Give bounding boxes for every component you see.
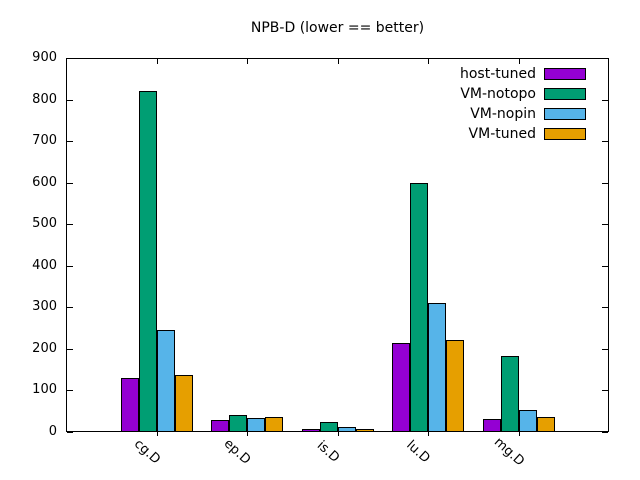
y-tick-label: 500 bbox=[32, 216, 57, 232]
y-tick-mark-left bbox=[67, 224, 73, 226]
y-tick-mark-left bbox=[67, 265, 73, 267]
bar-lu.D-host-tuned bbox=[392, 343, 410, 432]
y-tick-label: 100 bbox=[32, 382, 57, 398]
x-tick-label: mg.D bbox=[490, 434, 527, 470]
bar-ep.D-VM-notopo bbox=[229, 415, 247, 432]
y-tick-mark-left bbox=[67, 58, 73, 59]
y-tick-mark-right bbox=[602, 99, 608, 101]
y-tick-mark-left bbox=[67, 141, 73, 143]
legend-swatch-VM-nopin bbox=[544, 108, 586, 120]
bar-cg.D-VM-notopo bbox=[138, 91, 157, 432]
x-tick-mark-top bbox=[428, 59, 429, 64]
legend-label: VM-tuned bbox=[468, 126, 536, 142]
x-tick-mark-bottom bbox=[337, 432, 339, 436]
y-tick-label: 800 bbox=[32, 91, 57, 107]
y-tick-label: 200 bbox=[32, 340, 57, 356]
y-tick-mark-right bbox=[602, 224, 608, 226]
chart-title: NPB-D (lower == better) bbox=[250, 20, 425, 36]
bar-cg.D-host-tuned bbox=[120, 378, 139, 432]
bar-is.D-host-tuned bbox=[301, 429, 320, 432]
bar-is.D-VM-nopin bbox=[337, 427, 356, 432]
y-tick-label: 0 bbox=[48, 424, 57, 439]
bar-ep.D-host-tuned bbox=[211, 420, 229, 432]
legend-row: host-tuned bbox=[460, 64, 586, 84]
y-tick-mark-right bbox=[602, 182, 608, 184]
y-tick-label: 400 bbox=[32, 257, 57, 273]
x-tick-label: is.D bbox=[313, 438, 342, 466]
bar-lu.D-VM-nopin bbox=[428, 303, 446, 432]
y-tick-mark-right bbox=[602, 141, 608, 143]
y-tick-mark-left bbox=[67, 432, 73, 433]
y-tick-mark-left bbox=[67, 99, 73, 101]
y-tick-label: 700 bbox=[32, 133, 57, 149]
y-tick-mark-left bbox=[67, 348, 73, 350]
legend: host-tuned VM-notopo VM-nopin VM-tuned bbox=[460, 64, 586, 144]
bar-ep.D-VM-nopin bbox=[247, 418, 265, 432]
y-tick-label: 600 bbox=[32, 174, 57, 190]
legend-label: host-tuned bbox=[459, 66, 536, 82]
y-tick-mark-right bbox=[602, 307, 608, 309]
legend-label: VM-notopo bbox=[460, 86, 536, 102]
bar-is.D-VM-tuned bbox=[355, 429, 374, 432]
y-tick-mark-right bbox=[602, 390, 608, 392]
y-tick-mark-left bbox=[67, 390, 73, 392]
x-tick-mark-bottom bbox=[247, 432, 248, 436]
y-tick-label: 900 bbox=[32, 50, 57, 65]
legend-swatch-host-tuned bbox=[544, 68, 586, 80]
bar-lu.D-VM-notopo bbox=[410, 183, 428, 432]
bar-ep.D-VM-tuned bbox=[265, 417, 283, 432]
x-tick-mark-top bbox=[156, 59, 158, 64]
x-tick-mark-bottom bbox=[518, 432, 520, 436]
x-tick-label: lu.D bbox=[403, 437, 433, 467]
y-tick-mark-right bbox=[602, 58, 608, 59]
x-tick-label: cg.D bbox=[130, 436, 163, 468]
x-tick-mark-top bbox=[247, 59, 248, 64]
x-tick-mark-bottom bbox=[428, 432, 429, 436]
y-tick-mark-right bbox=[602, 432, 608, 433]
bar-mg.D-VM-tuned bbox=[536, 417, 555, 432]
y-tick-mark-right bbox=[602, 265, 608, 267]
bar-is.D-VM-notopo bbox=[319, 422, 338, 432]
x-tick-mark-top bbox=[518, 59, 520, 64]
y-tick-label: 300 bbox=[32, 299, 57, 315]
legend-label: VM-nopin bbox=[470, 106, 536, 122]
bar-mg.D-host-tuned bbox=[482, 419, 501, 432]
x-tick-mark-top bbox=[337, 59, 339, 64]
bar-mg.D-VM-nopin bbox=[518, 410, 537, 432]
legend-row: VM-tuned bbox=[460, 124, 586, 144]
bar-cg.D-VM-nopin bbox=[156, 330, 175, 432]
bar-cg.D-VM-tuned bbox=[174, 375, 193, 432]
x-tick-mark-bottom bbox=[156, 432, 158, 436]
legend-row: VM-nopin bbox=[460, 104, 586, 124]
legend-row: VM-notopo bbox=[460, 84, 586, 104]
y-tick-mark-right bbox=[602, 348, 608, 350]
y-tick-mark-left bbox=[67, 307, 73, 309]
legend-swatch-VM-notopo bbox=[544, 88, 586, 100]
bar-lu.D-VM-tuned bbox=[446, 340, 464, 432]
legend-swatch-VM-tuned bbox=[544, 128, 586, 140]
bar-mg.D-VM-notopo bbox=[500, 356, 519, 432]
x-tick-label: ep.D bbox=[220, 436, 254, 468]
y-tick-mark-left bbox=[67, 182, 73, 184]
